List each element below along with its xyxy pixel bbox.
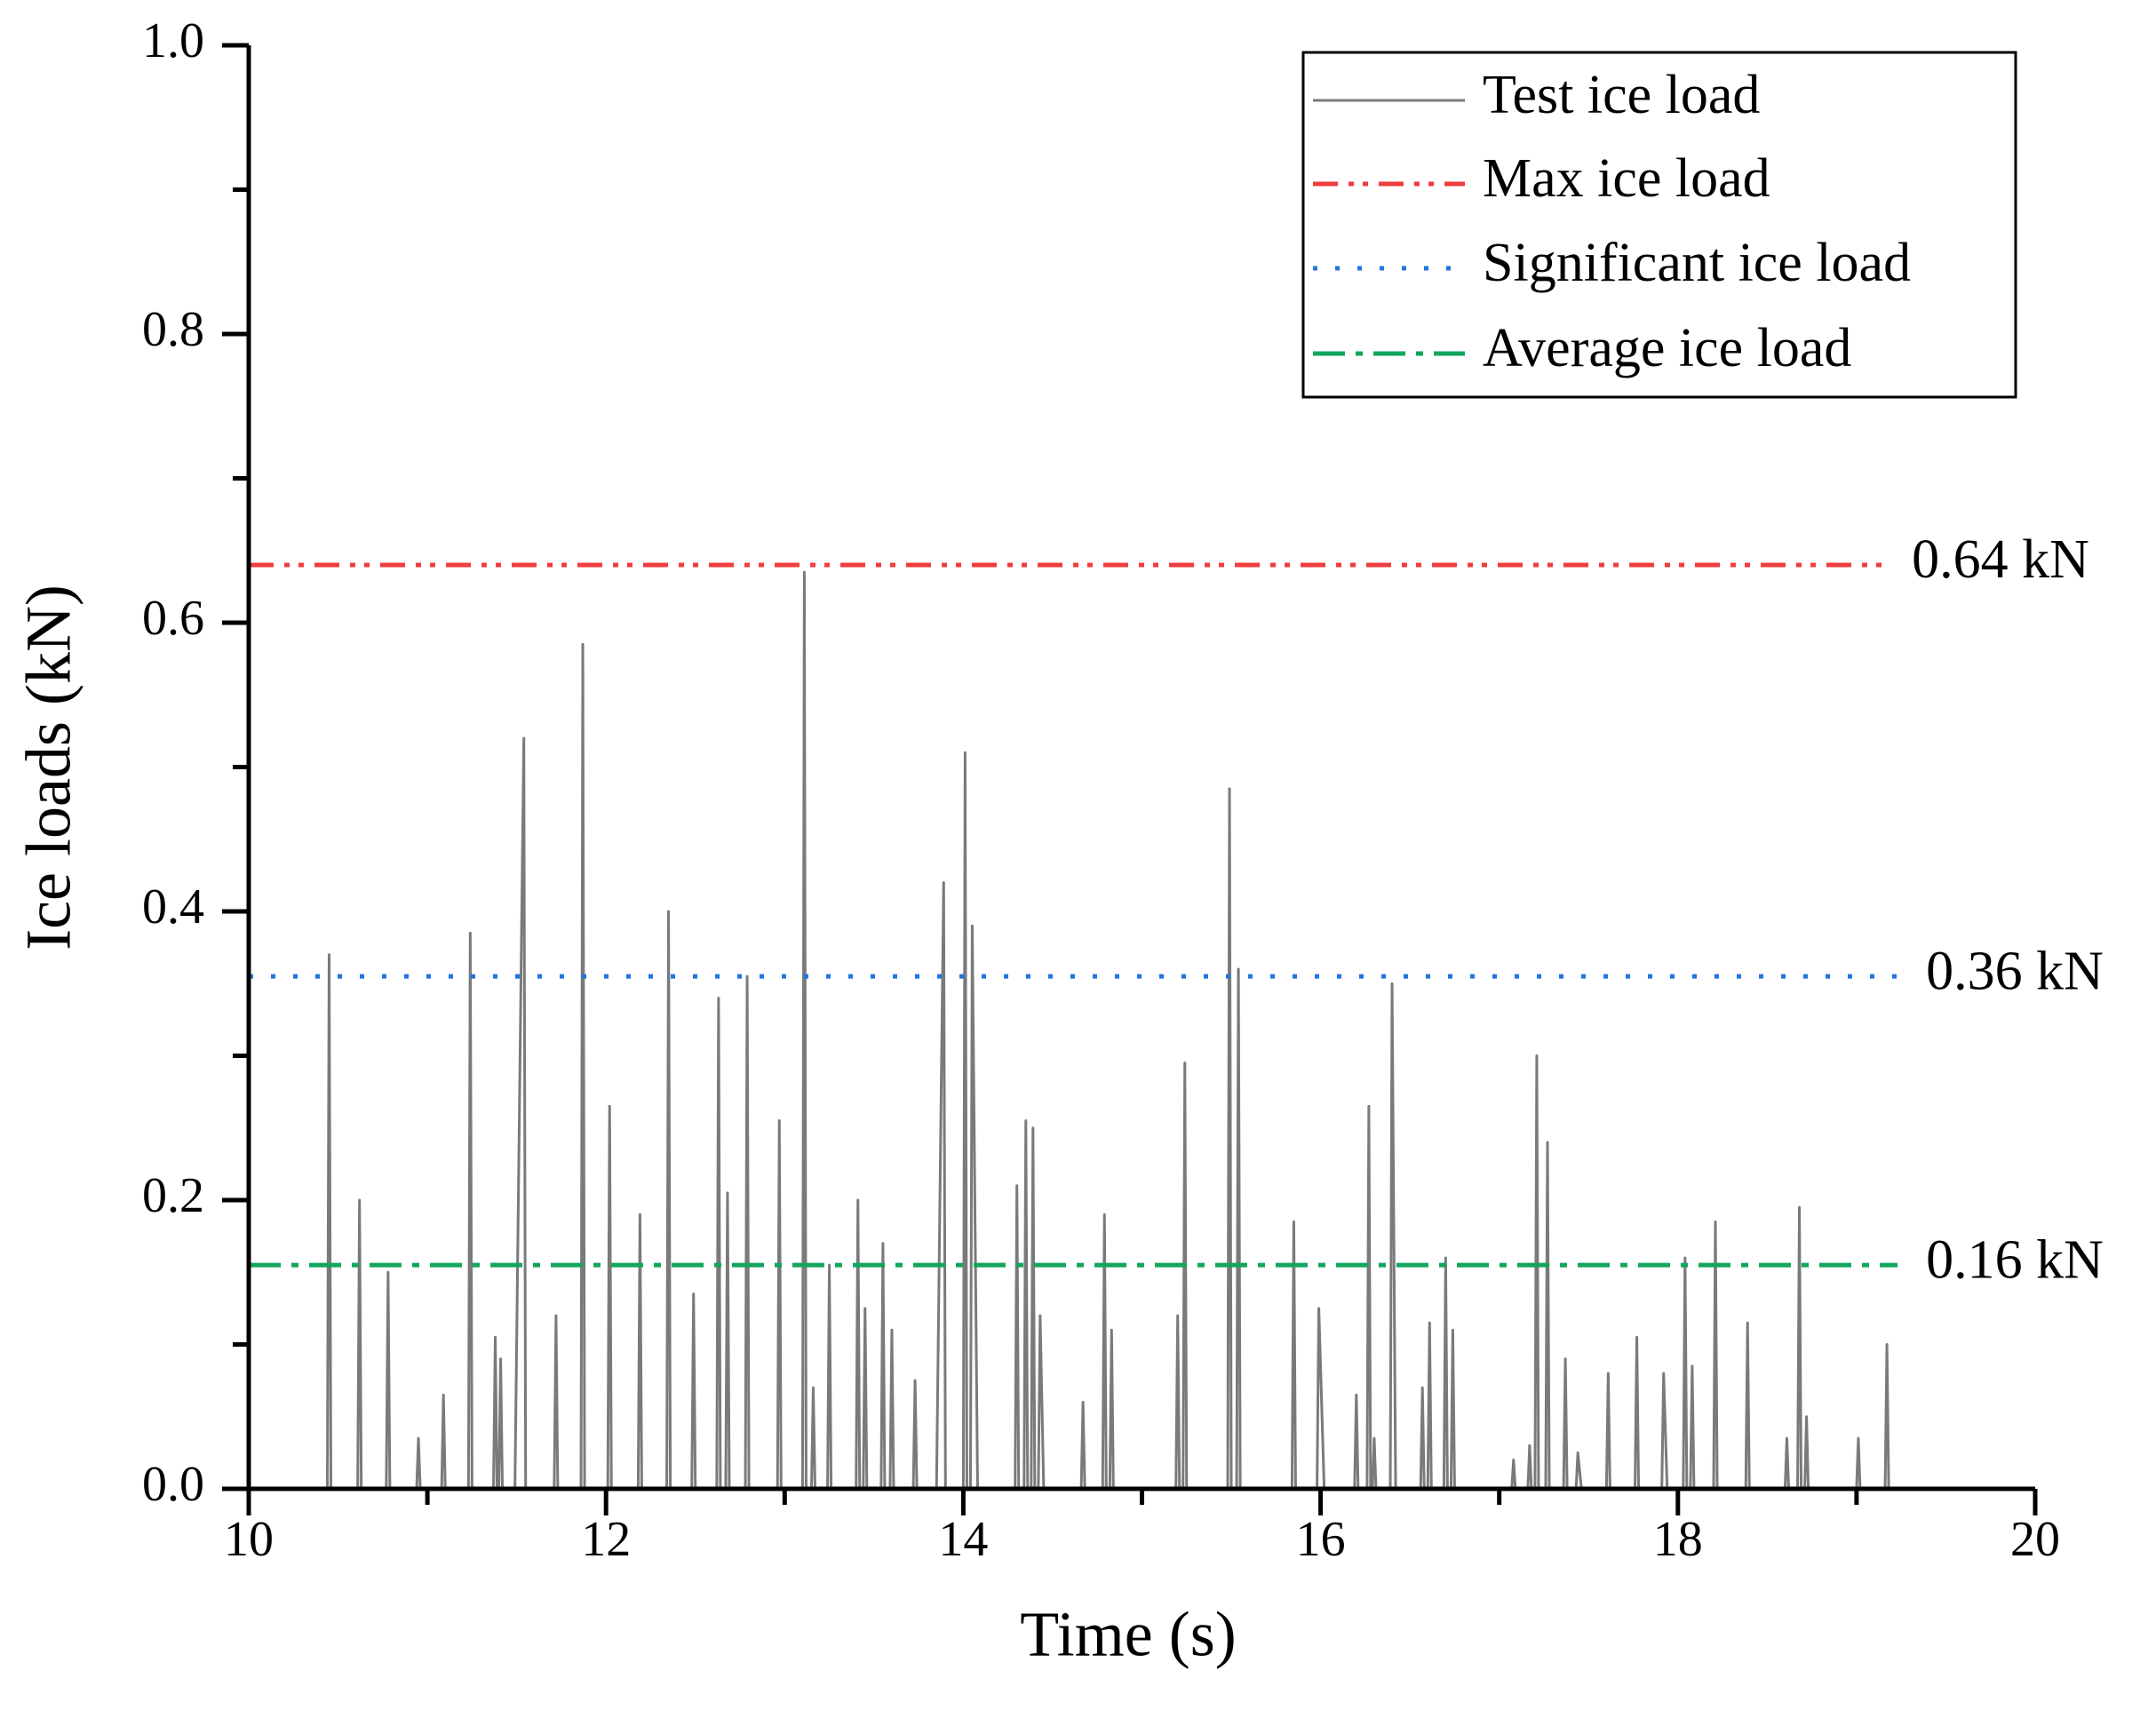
y-tick-label: 1.0: [142, 13, 204, 68]
y-tick-label: 0.0: [142, 1457, 204, 1512]
y-tick-label: 0.8: [142, 302, 204, 357]
series-line: [325, 570, 1890, 1491]
reference-label: 0.36 kN: [1926, 941, 2104, 1001]
x-tick-label: 14: [938, 1512, 988, 1567]
legend-label: Significant ice load: [1483, 233, 1911, 293]
legend-label: Average ice load: [1483, 318, 1851, 378]
reference-label: 0.16 kN: [1926, 1229, 2104, 1290]
legend-label: Max ice load: [1483, 148, 1770, 209]
y-tick-label: 0.6: [142, 591, 204, 646]
legend-label: Test ice load: [1483, 65, 1760, 125]
x-tick-label: 16: [1296, 1512, 1346, 1567]
x-tick-label: 20: [2010, 1512, 2060, 1567]
x-tick-label: 10: [224, 1512, 274, 1567]
y-tick-label: 0.2: [142, 1168, 204, 1223]
x-tick-label: 12: [581, 1512, 631, 1567]
y-axis-title: Ice loads (kN): [13, 585, 84, 950]
x-axis-title: Time (s): [1020, 1599, 1236, 1670]
x-tick-label: 18: [1653, 1512, 1703, 1567]
y-tick-label: 0.4: [142, 879, 204, 935]
reference-label: 0.64 kN: [1912, 529, 2089, 590]
legend-box: [1301, 51, 2017, 399]
